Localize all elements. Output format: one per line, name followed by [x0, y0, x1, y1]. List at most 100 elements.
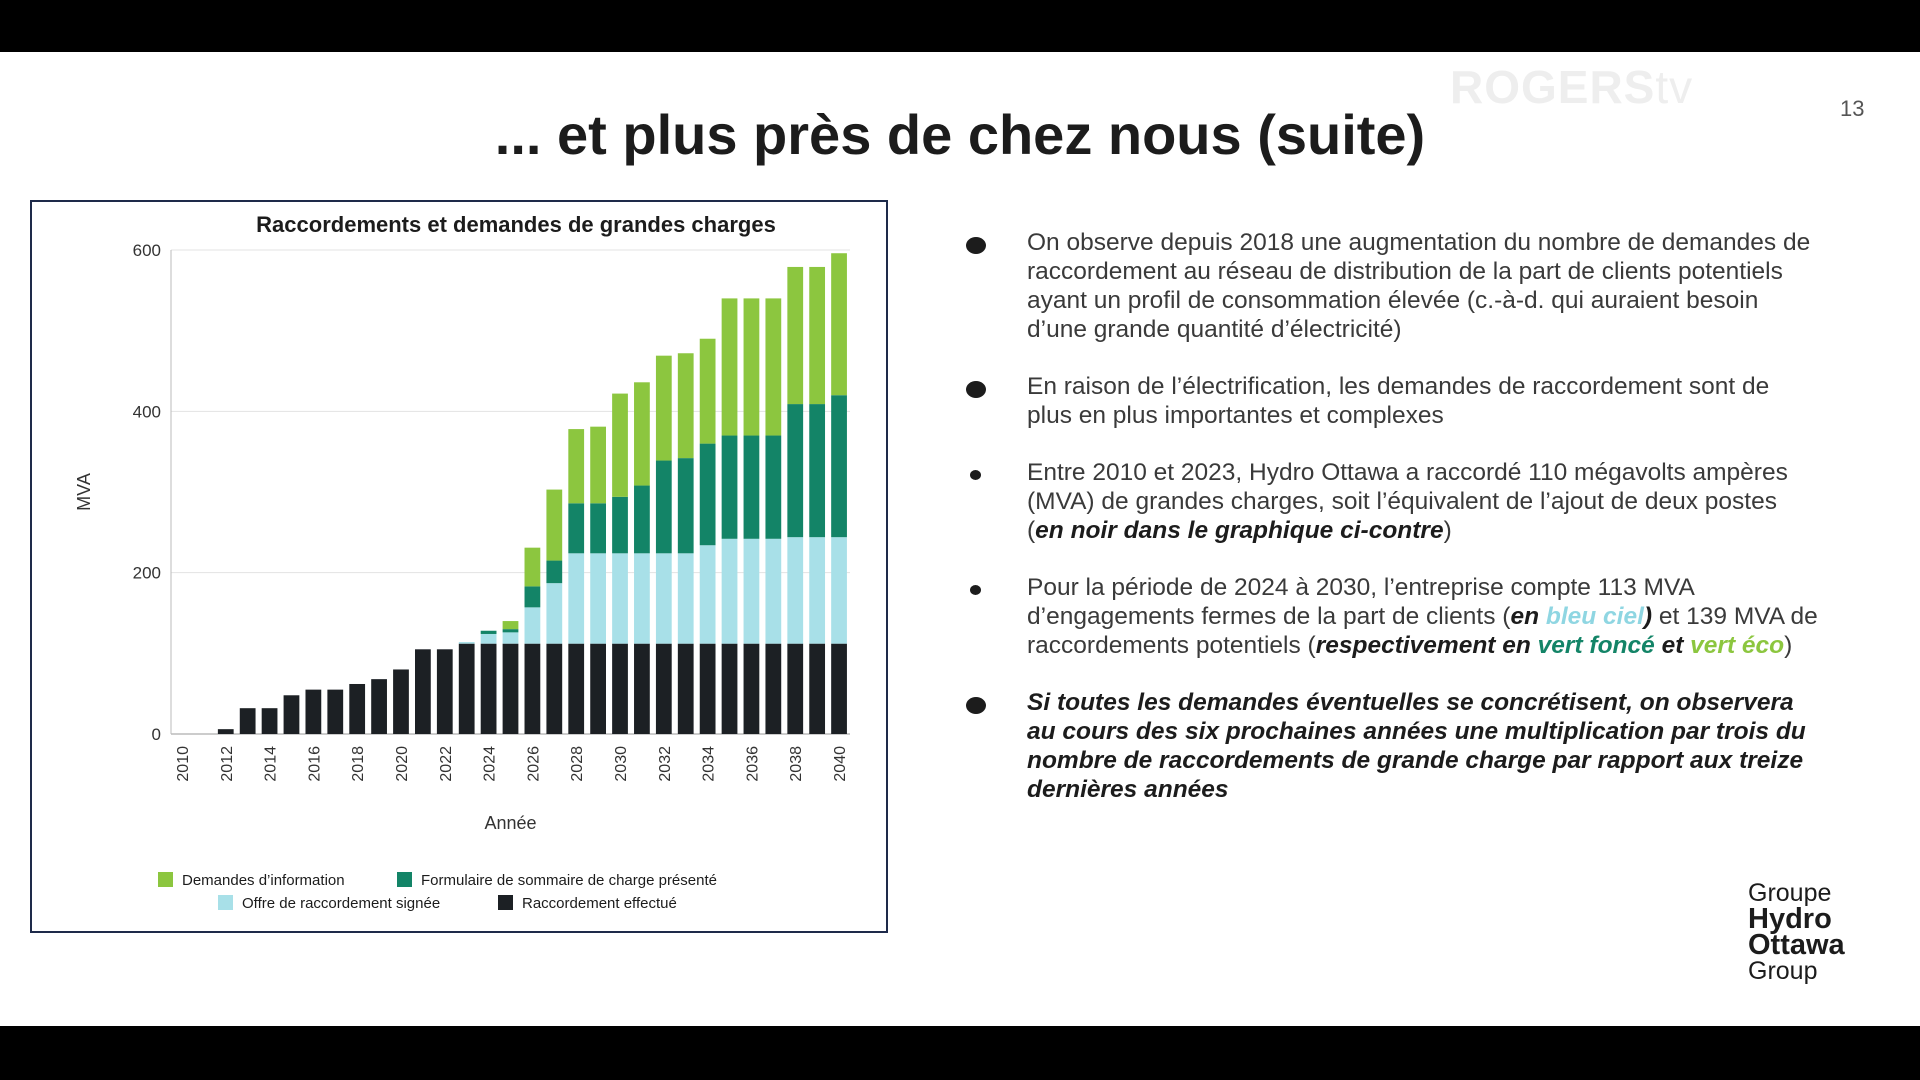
bar-segment: [524, 643, 541, 734]
bullet-text: Entre 2010 et 2023, Hydro Ottawa a racco…: [1027, 459, 1788, 544]
x-tick-label: 2022: [438, 746, 455, 782]
letterbox-bottom: [0, 1026, 1920, 1080]
x-tick-label: 2040: [832, 746, 849, 782]
y-tick-label: 400: [133, 402, 161, 421]
x-axis-label: Année: [484, 813, 536, 833]
legend-label: Offre de raccordement signée: [242, 895, 440, 912]
bar-segment: [568, 553, 585, 644]
bar-segment: [568, 429, 585, 504]
bar-segment: [568, 643, 585, 734]
bullet-item-5: Si toutes les demandes éventuelles se co…: [960, 688, 1820, 804]
bar-segment: [743, 298, 760, 436]
bar-segment: [677, 643, 694, 734]
bar-segment: [524, 586, 541, 608]
bar-segment: [546, 643, 563, 734]
x-tick-label: 2030: [613, 746, 630, 782]
bar-segment: [393, 669, 409, 734]
letterbox-top: [0, 0, 1920, 52]
hydro-ottawa-logo: Groupe Hydro Ottawa Group: [1748, 879, 1845, 985]
bar-segment: [721, 435, 738, 539]
bar-segment: [809, 266, 826, 405]
x-tick-label: 2026: [525, 746, 542, 782]
bullet-dot-icon: [966, 697, 986, 714]
legend-swatch: [218, 895, 233, 910]
bar-segment: [787, 404, 804, 538]
bar-segment: [787, 266, 804, 405]
bar-segment: [502, 643, 519, 734]
bar-segment: [239, 708, 256, 734]
bullet-item-4: Pour la période de 2024 à 2030, l’entrep…: [960, 573, 1820, 660]
x-tick-label: 2012: [219, 746, 236, 782]
bar-segment: [590, 426, 606, 504]
bullet-text: En raison de l’électrification, les dema…: [1027, 373, 1770, 429]
legend-label: Raccordement effectué: [522, 895, 677, 912]
bar-segment: [217, 729, 234, 734]
bullet-text: ): [1784, 632, 1793, 659]
bar-segment: [831, 537, 847, 644]
bullet-item-2: En raison de l’électrification, les dema…: [960, 372, 1820, 430]
x-tick-label: 2038: [788, 746, 805, 782]
legend-swatch: [498, 895, 513, 910]
bar-segment: [655, 460, 672, 554]
bullet-text: bleu ciel: [1545, 603, 1644, 630]
bar-segment: [765, 435, 782, 539]
x-tick-label: 2020: [394, 746, 411, 782]
y-axis-label: MVA: [74, 473, 94, 511]
bullet-text: vert foncé: [1537, 632, 1655, 659]
bullet-dot-icon: [966, 237, 986, 254]
bar-segment: [436, 649, 453, 734]
bullet-text: respectivement en: [1315, 632, 1538, 659]
bar-segment: [765, 298, 782, 436]
bullet-text: et: [1654, 632, 1691, 659]
bar-segment: [699, 443, 716, 546]
bar-segment: [371, 679, 387, 734]
bar-segment: [743, 643, 760, 734]
bar-segment: [721, 298, 738, 436]
bar-segment: [634, 553, 650, 644]
bar-segment: [787, 643, 804, 734]
bullet-text: On observe depuis 2018 une augmentation …: [1027, 229, 1811, 343]
bullet-text: en: [1510, 603, 1546, 630]
bar-segment: [699, 338, 716, 444]
legend-label: Formulaire de sommaire de charge présent…: [421, 872, 717, 889]
bar-segment: [699, 545, 716, 644]
x-tick-label: 2032: [657, 746, 674, 782]
bullet-text: Pour la période de 2024 à 2030, l’entrep…: [1027, 574, 1694, 630]
bar-segment: [261, 708, 278, 734]
bar-segment: [634, 382, 650, 486]
bar-segment: [655, 643, 672, 734]
bar-segment: [458, 643, 475, 734]
bullet-text: ): [1443, 517, 1452, 544]
bullet-text: vert éco: [1690, 632, 1785, 659]
bar-segment: [327, 689, 344, 734]
bar-segment: [502, 629, 519, 633]
bar-segment: [546, 560, 563, 584]
bar-segment: [634, 485, 650, 554]
bullet-text: Si toutes les demandes éventuelles se co…: [1027, 689, 1806, 803]
chart-panel: Raccordements et demandes de grandes cha…: [30, 200, 888, 933]
bar-segment: [699, 643, 716, 734]
bar-segment: [677, 553, 694, 644]
bar-segment: [743, 538, 760, 644]
bar-segment: [809, 537, 826, 644]
bar-segment: [590, 643, 606, 734]
bar-segment: [655, 355, 672, 461]
bullet-dot-icon: [970, 470, 981, 480]
bar-segment: [612, 553, 628, 644]
bar-segment: [612, 643, 628, 734]
bar-segment: [831, 395, 847, 538]
bullet-text: ): [1643, 603, 1653, 630]
x-tick-label: 2014: [263, 746, 280, 782]
x-tick-label: 2028: [569, 746, 586, 782]
bullet-item-3: Entre 2010 et 2023, Hydro Ottawa a racco…: [960, 458, 1820, 545]
bullet-text: en noir dans le graphique ci-contre: [1035, 517, 1444, 544]
bullet-item-1: On observe depuis 2018 une augmentation …: [960, 228, 1820, 344]
bar-segment: [765, 538, 782, 644]
bullet-text: et 139 MVA de raccordements potentiels (: [1027, 603, 1818, 659]
rogers-tv-watermark: ROGERStv: [1450, 61, 1694, 113]
bar-segment: [831, 253, 847, 396]
y-tick-label: 200: [133, 564, 161, 583]
bullet-list: On observe depuis 2018 une augmentation …: [960, 228, 1820, 832]
bar-segment: [546, 583, 563, 644]
bullet-dot-icon: [970, 585, 981, 595]
